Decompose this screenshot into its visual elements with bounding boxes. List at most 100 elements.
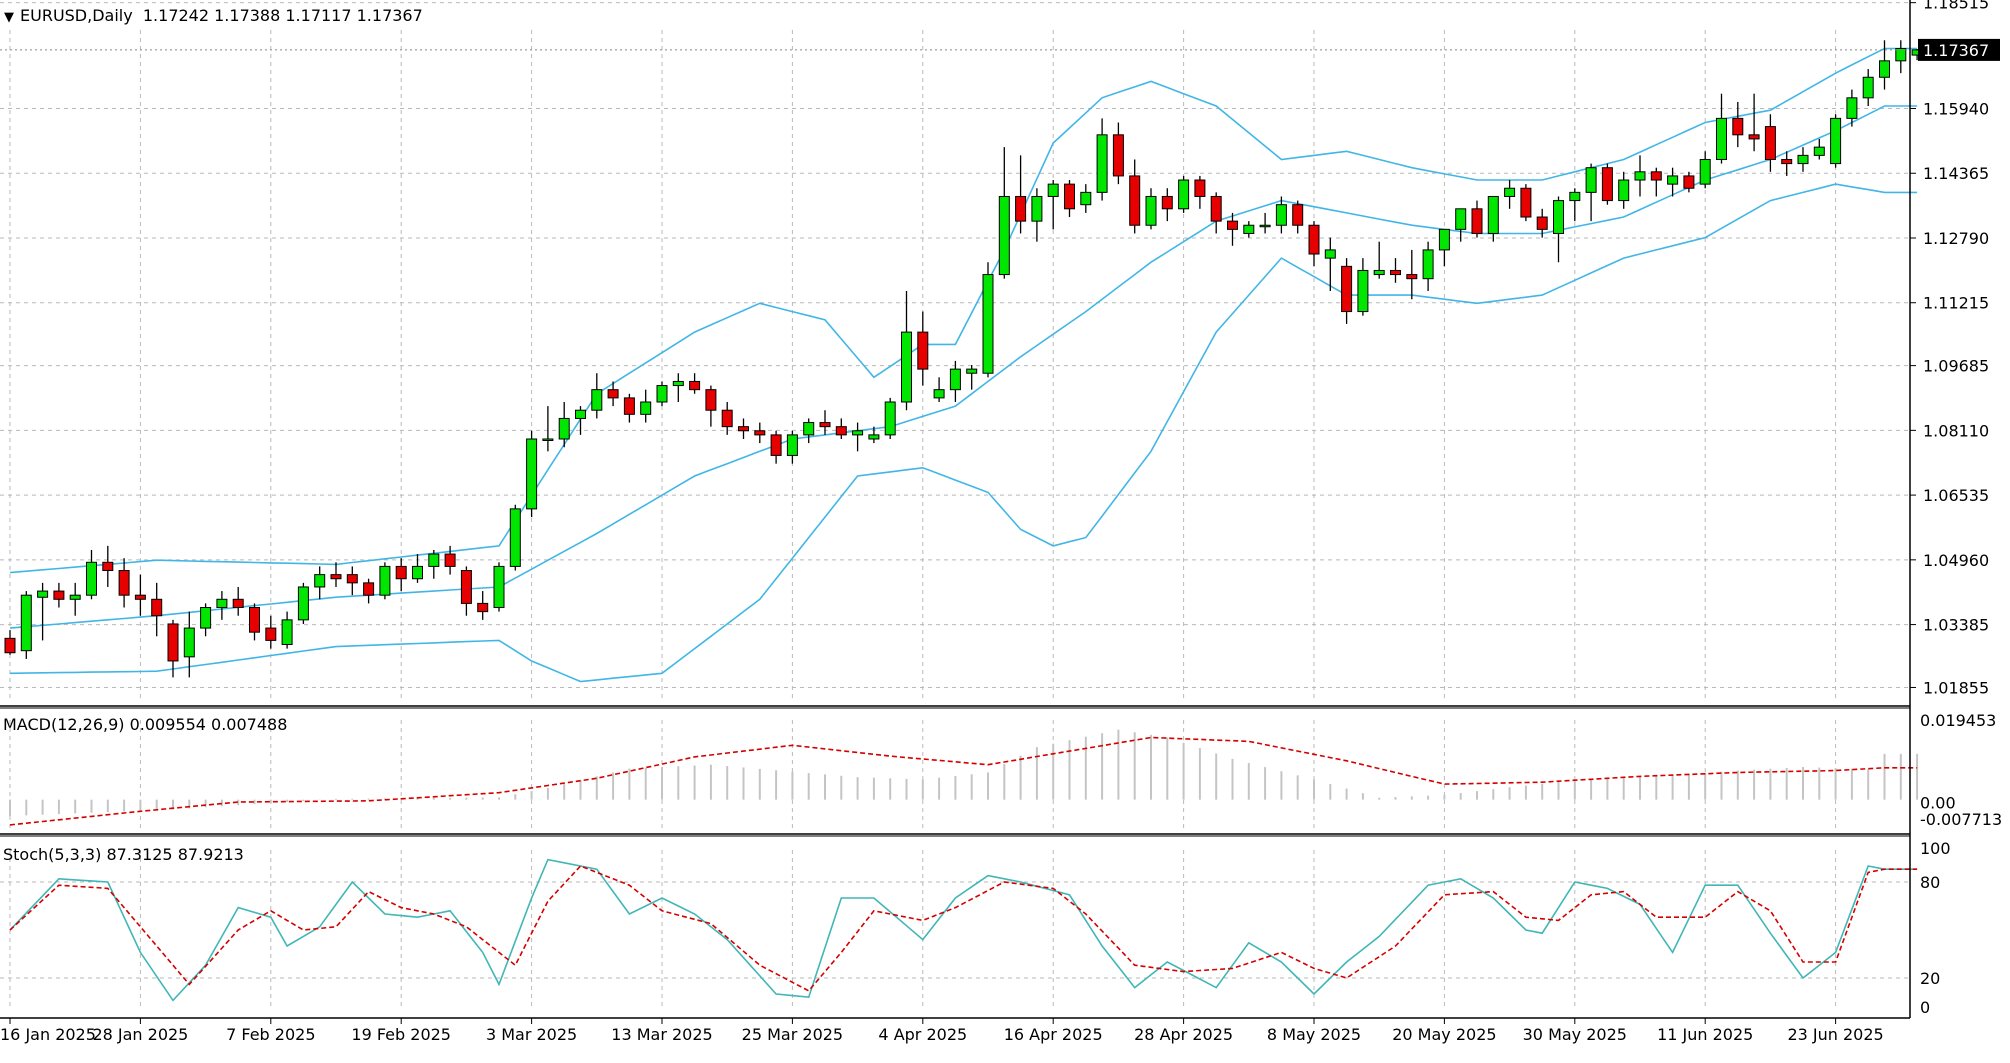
time-tick-label: 19 Feb 2025 [351, 1025, 451, 1044]
candle-body-bull [868, 434, 880, 440]
candle-body-bear [249, 607, 260, 633]
candle [4, 630, 16, 655]
price-tick-label: 1.14365 [1923, 164, 1989, 183]
time-tick-label: 20 May 2025 [1392, 1025, 1496, 1044]
candle [1634, 155, 1646, 197]
candle [884, 397, 896, 439]
candle-body-bull [1275, 204, 1287, 226]
candle-body-bull [656, 385, 668, 403]
candle [1438, 228, 1450, 267]
candle-body-bull [1096, 134, 1108, 193]
candle [1748, 93, 1760, 152]
time-tick-label: 28 Jan 2025 [92, 1025, 188, 1044]
candle-body-bear [346, 574, 358, 584]
candle [1227, 212, 1238, 246]
candle-body-bull [216, 598, 228, 609]
candle [1601, 163, 1613, 205]
price-tick-label: 1.03385 [1923, 616, 1989, 635]
candle [917, 311, 929, 386]
stoch-tick-label: 20 [1920, 969, 1940, 988]
candle-body-bull [949, 368, 961, 391]
stoch-main-line [9, 858, 1918, 1002]
candle-body-bear [477, 602, 489, 613]
candle [526, 430, 538, 518]
candle-body-bull [933, 389, 945, 399]
candle-body-bear [1650, 171, 1662, 181]
candle [118, 558, 130, 608]
time-tick-label: 13 Mar 2025 [611, 1025, 712, 1044]
candle [607, 381, 619, 407]
candle-body-bull [1487, 195, 1499, 234]
candle-body-bull [526, 438, 538, 510]
candle [1406, 249, 1418, 300]
candle [134, 574, 146, 616]
candle-body-bear [265, 627, 277, 641]
candle [949, 360, 961, 402]
candle-body-bull [20, 594, 32, 652]
candle [444, 545, 456, 575]
macd-tick-label: 0.019453 [1920, 711, 1996, 730]
candle [86, 549, 97, 600]
candle-body-bull [966, 368, 978, 374]
candle-body-bull [1031, 195, 1043, 222]
candle-body-bull [1830, 117, 1842, 165]
candle-body-bear [770, 434, 782, 456]
candle-body-bear [167, 623, 179, 662]
candle [460, 566, 472, 616]
candle-body-bear [623, 397, 635, 415]
candle-body-bull [1504, 187, 1516, 197]
candle-body-bear [460, 570, 472, 604]
candle-body-bull [1667, 175, 1679, 185]
candle-body-bull [1862, 76, 1874, 99]
candle [966, 365, 978, 390]
candle [1422, 241, 1434, 292]
candle-body-bull [1357, 269, 1369, 313]
candle [998, 147, 1010, 279]
candle [1504, 180, 1516, 209]
candle [575, 406, 586, 435]
candle-body-bear [1341, 265, 1353, 313]
candle [1471, 200, 1483, 238]
candle-body-bull [982, 274, 994, 374]
macd-panel [9, 729, 1919, 826]
collapse-arrow-icon[interactable]: ▼ [4, 10, 14, 25]
candle [297, 582, 309, 624]
candle [1015, 155, 1027, 234]
candle [933, 377, 945, 402]
candle [1862, 69, 1874, 107]
candle [542, 406, 554, 452]
candle [412, 554, 423, 583]
candle-body-bull [314, 574, 326, 588]
candle-body-bull [1455, 208, 1467, 230]
candle-body-bear [1601, 167, 1613, 202]
price-tick-label: 1.11215 [1923, 294, 1989, 313]
candle-body-bear [53, 590, 65, 600]
candle [1553, 196, 1564, 263]
candle-body-bull [69, 594, 81, 600]
candle-body-bear [330, 574, 342, 580]
candle [379, 562, 391, 600]
candle-body-bear [819, 422, 831, 428]
candle-body-bull [509, 508, 521, 567]
candle-body-bull [786, 434, 798, 456]
candle [770, 430, 782, 464]
candle [477, 591, 489, 620]
candle-body-bear [1292, 204, 1304, 226]
candle [1699, 151, 1711, 189]
candle [1895, 40, 1907, 74]
macd-tick-label: 0.00 [1920, 794, 1956, 813]
candle-body-bull [1699, 158, 1711, 185]
candle-body-bear [1520, 187, 1532, 218]
candle-body-bull [640, 401, 652, 415]
candle-body-bull [998, 195, 1010, 276]
candle [1813, 138, 1825, 160]
candle [672, 373, 684, 402]
time-tick-label: 11 Jun 2025 [1657, 1025, 1753, 1044]
candle [395, 558, 407, 592]
candle-body-bear [1161, 195, 1173, 210]
candle [1520, 184, 1532, 222]
candle [705, 385, 717, 427]
candle [1324, 237, 1336, 292]
candle [1096, 118, 1108, 201]
